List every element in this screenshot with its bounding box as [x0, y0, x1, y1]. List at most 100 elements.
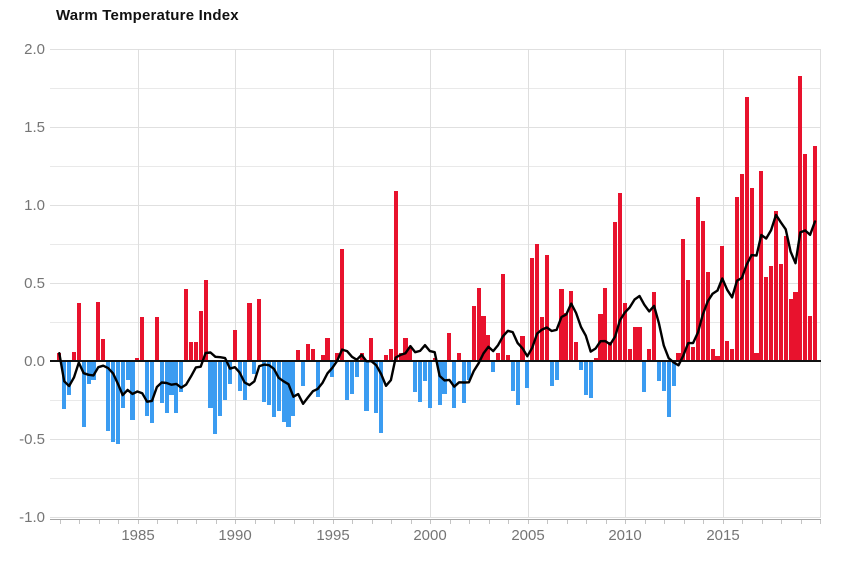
- positive-bar: [564, 312, 569, 361]
- positive-bar: [798, 75, 803, 361]
- negative-bar: [583, 361, 588, 396]
- x-axis-year-tick: [157, 520, 159, 524]
- positive-bar: [652, 292, 657, 361]
- x-axis-year-tick: [293, 520, 295, 524]
- x-tick-label: 2005: [511, 527, 545, 544]
- positive-bar: [617, 192, 622, 361]
- x-axis-year-tick: [313, 520, 315, 524]
- positive-bar: [739, 173, 744, 361]
- negative-bar: [149, 361, 155, 424]
- negative-bar: [656, 361, 661, 382]
- negative-bar: [213, 361, 218, 435]
- positive-bar: [188, 342, 194, 361]
- positive-bar: [632, 326, 637, 361]
- negative-bar: [276, 361, 281, 411]
- x-axis-year-tick: [586, 520, 588, 524]
- positive-bar: [793, 292, 798, 361]
- negative-bar: [237, 361, 242, 391]
- y-tick-label: 1.0: [24, 197, 45, 214]
- positive-bar: [622, 303, 627, 361]
- negative-bar: [86, 361, 91, 385]
- x-axis-year-tick: [722, 520, 724, 524]
- negative-bar: [110, 361, 115, 443]
- positive-bar: [76, 303, 81, 361]
- x-axis-year-tick: [488, 520, 490, 524]
- negative-bar: [452, 361, 457, 408]
- negative-bar: [418, 361, 423, 402]
- x-tick-label: 2010: [608, 527, 642, 544]
- horizontal-gridline: [50, 127, 821, 128]
- horizontal-gridline: [50, 244, 821, 245]
- x-axis-year-tick: [625, 520, 627, 524]
- x-axis-year-tick: [761, 520, 763, 524]
- vertical-gridline: [430, 49, 432, 517]
- positive-bar: [447, 332, 452, 361]
- horizontal-gridline: [50, 49, 821, 50]
- negative-bar: [67, 361, 72, 396]
- negative-bar: [413, 361, 418, 393]
- negative-bar: [174, 361, 179, 413]
- positive-bar: [574, 342, 579, 361]
- negative-bar: [491, 361, 496, 372]
- positive-bar: [101, 339, 106, 361]
- positive-bar: [783, 236, 788, 361]
- negative-bar: [164, 361, 169, 413]
- negative-bar: [427, 361, 432, 408]
- horizontal-gridline: [50, 205, 821, 206]
- positive-bar: [403, 337, 408, 361]
- x-axis-year-tick: [137, 520, 139, 524]
- negative-bar: [510, 361, 515, 391]
- x-axis-year-tick: [566, 520, 568, 524]
- positive-bar: [691, 347, 696, 361]
- positive-bar: [705, 272, 710, 361]
- negative-bar: [515, 361, 520, 405]
- positive-bar: [486, 334, 491, 361]
- horizontal-gridline: [50, 517, 821, 518]
- positive-bar: [788, 298, 793, 361]
- positive-bar: [476, 287, 481, 361]
- negative-bar: [91, 361, 96, 380]
- positive-bar: [598, 314, 603, 361]
- positive-bar: [803, 153, 808, 361]
- horizontal-gridline: [50, 88, 821, 89]
- negative-bar: [349, 361, 354, 394]
- vertical-gridline: [137, 49, 139, 517]
- zero-axis-line: [50, 360, 821, 362]
- x-axis-year-tick: [59, 520, 61, 524]
- negative-bar: [242, 361, 247, 400]
- negative-bar: [461, 361, 467, 404]
- vertical-gridline: [527, 49, 529, 517]
- negative-bar: [62, 361, 67, 410]
- x-axis-year-tick: [352, 520, 354, 524]
- positive-bar: [232, 329, 237, 361]
- negative-bar: [208, 361, 213, 408]
- positive-bar: [257, 298, 262, 361]
- y-tick-label: 0.0: [24, 353, 45, 370]
- negative-bar: [262, 361, 267, 402]
- negative-bar: [554, 361, 559, 380]
- positive-bar: [247, 303, 252, 361]
- negative-bar: [364, 361, 369, 411]
- positive-bar: [408, 347, 413, 361]
- positive-bar: [569, 290, 574, 361]
- x-axis-year-tick: [449, 520, 451, 524]
- negative-bar: [223, 361, 228, 400]
- vertical-gridline: [235, 49, 237, 517]
- positive-bar: [96, 301, 101, 361]
- vertical-gridline: [332, 49, 334, 517]
- negative-bar: [578, 361, 583, 371]
- x-axis-year-tick: [176, 520, 178, 524]
- positive-bar: [603, 287, 608, 361]
- negative-bar: [354, 361, 359, 377]
- negative-bar: [169, 361, 174, 396]
- x-axis-year-tick: [605, 520, 607, 524]
- y-tick-label: 1.5: [24, 119, 45, 136]
- positive-bar: [340, 248, 345, 361]
- positive-bar: [808, 315, 813, 361]
- negative-bar: [218, 361, 223, 416]
- positive-bar: [681, 239, 686, 361]
- x-tick-label: 1990: [218, 527, 252, 544]
- horizontal-gridline: [50, 439, 821, 440]
